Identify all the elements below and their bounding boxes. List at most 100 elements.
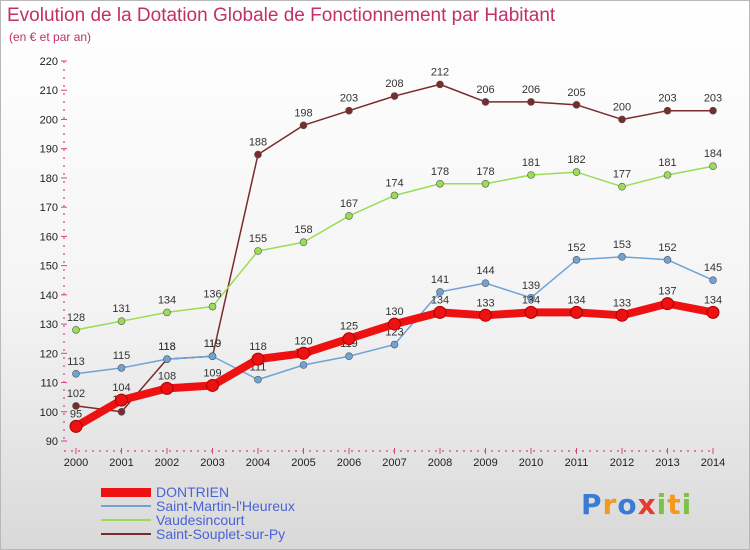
legend-swatch (101, 519, 151, 521)
series-saint-martin-l-heureux: 1131151181191111161191231411441391521531… (67, 239, 722, 384)
x-tick-label: 2013 (655, 457, 679, 469)
data-point (163, 308, 171, 317)
data-point (663, 255, 672, 264)
data-label: 158 (294, 224, 312, 236)
data-label: 118 (158, 341, 176, 353)
y-tick-label: 100 (40, 407, 58, 419)
y-tick-label: 150 (40, 261, 58, 273)
data-point (117, 317, 126, 325)
data-label: 102 (67, 388, 85, 400)
data-label: 95 (70, 408, 82, 420)
data-label: 203 (340, 93, 358, 105)
data-point (709, 276, 717, 285)
data-label: 119 (204, 338, 222, 350)
y-tick-label: 200 (40, 114, 58, 126)
data-point (297, 346, 310, 360)
data-point (615, 308, 629, 322)
data-label: 174 (385, 177, 403, 189)
data-point (706, 305, 720, 319)
data-point (390, 340, 399, 349)
data-point (299, 361, 308, 369)
data-point (527, 293, 535, 302)
data-point (254, 150, 262, 159)
data-label: 145 (704, 262, 722, 274)
logo-letter: t (667, 488, 682, 521)
data-point (572, 255, 581, 264)
data-label: 200 (613, 101, 631, 113)
data-label: 134 (431, 294, 449, 306)
data-point (572, 168, 581, 176)
x-tick-label: 2007 (382, 457, 406, 469)
data-label: 134 (567, 294, 585, 306)
data-point (345, 106, 353, 115)
data-point (436, 80, 444, 89)
data-label: 178 (476, 166, 494, 178)
data-label: 184 (704, 148, 722, 160)
data-point (345, 352, 353, 361)
legend-swatch (101, 505, 151, 507)
logo-letter: o (617, 488, 638, 521)
data-label: 131 (112, 303, 130, 315)
data-point (254, 247, 262, 255)
x-tick-label: 2012 (610, 457, 634, 469)
data-point (72, 369, 80, 378)
data-label: 134 (522, 294, 540, 306)
data-point (208, 352, 217, 361)
data-label: 133 (613, 297, 631, 309)
data-label: 181 (522, 157, 540, 169)
data-point (117, 407, 126, 416)
data-label: 152 (567, 242, 585, 254)
y-tick-label: 210 (40, 85, 58, 97)
logo-letter: x (637, 488, 657, 521)
legend-item: Vaudesincourt (101, 512, 401, 528)
legend-label: Saint-Souplet-sur-Py (156, 526, 286, 542)
y-tick-label: 120 (40, 348, 58, 360)
data-label: 155 (249, 233, 267, 245)
data-point (527, 171, 535, 179)
data-label: 167 (340, 198, 358, 210)
data-point (436, 179, 444, 188)
legend-item: Saint-Martin-l'Heureux (101, 498, 401, 514)
data-point (481, 179, 490, 188)
data-point (618, 253, 626, 261)
logo-letter: r (602, 488, 618, 521)
data-label: 118 (158, 341, 176, 353)
data-label: 205 (567, 87, 585, 99)
data-point (390, 191, 399, 200)
data-label: 208 (385, 78, 403, 90)
data-point (618, 115, 626, 124)
data-label: 206 (476, 84, 494, 96)
data-label: 141 (431, 274, 449, 286)
data-point (524, 305, 538, 319)
x-tick-label: 2000 (64, 457, 88, 469)
data-point (72, 326, 80, 334)
data-label: 120 (294, 335, 312, 347)
x-tick-label: 2003 (200, 457, 224, 469)
data-label: 118 (249, 341, 267, 353)
data-point (208, 302, 217, 311)
logo-letter: i (656, 488, 668, 521)
logo-letter: i (681, 488, 693, 521)
data-point (115, 393, 128, 407)
data-label: 181 (658, 157, 676, 169)
y-tick-label: 170 (40, 202, 58, 214)
data-label: 137 (658, 286, 676, 298)
x-tick-label: 2011 (565, 457, 589, 469)
y-tick-label: 220 (40, 56, 58, 68)
data-label: 125 (340, 321, 358, 333)
data-label: 177 (613, 169, 631, 181)
data-point (709, 162, 717, 171)
data-label: 178 (431, 166, 449, 178)
legend-label: Saint-Martin-l'Heureux (156, 498, 295, 514)
data-point (663, 171, 672, 179)
chart-title: Evolution de la Dotation Globale de Fonc… (7, 5, 556, 26)
x-tick-label: 2010 (519, 457, 543, 469)
line-chart: 9010011012013014015016017018019020021022… (40, 56, 726, 469)
data-point (481, 98, 490, 106)
data-point (570, 305, 583, 319)
data-point (388, 317, 401, 331)
data-point (163, 355, 171, 363)
y-tick-label: 160 (40, 231, 58, 243)
legend-label: DONTRIEN (156, 484, 230, 500)
data-point (436, 288, 444, 296)
